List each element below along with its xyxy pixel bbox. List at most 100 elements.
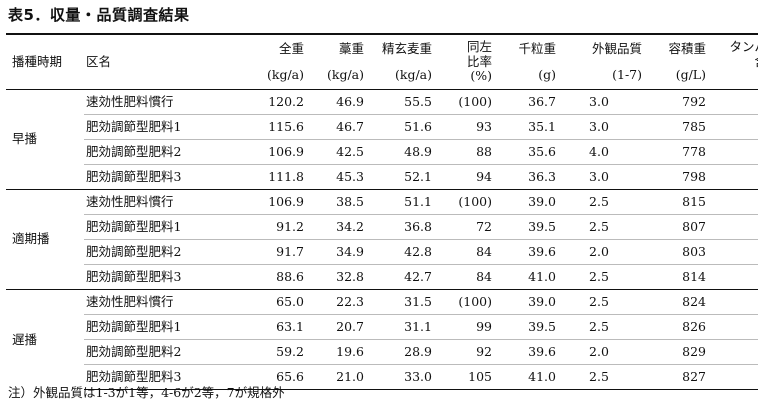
appearance-cell: 3.0 bbox=[556, 89, 642, 115]
plot-cell: 肥効調節型肥料2 bbox=[84, 239, 224, 265]
ratio-cell: 99 bbox=[432, 314, 492, 340]
yield-quality-table: 播種時期 区名 全重 (kg/a) 藁重 (kg/a) 精玄麦重 (kg/a) … bbox=[6, 33, 758, 390]
volume-cell: 827 bbox=[642, 364, 706, 390]
header-straw-unit: (kg/a) bbox=[327, 67, 364, 82]
protein-cell: 7.9 bbox=[706, 114, 758, 140]
header-volume: 容積重 (g/L) bbox=[642, 33, 706, 90]
header-total: 全重 (kg/a) bbox=[224, 33, 304, 90]
tkw-cell: 39.6 bbox=[492, 239, 556, 265]
protein-cell: 9.0 bbox=[706, 189, 758, 215]
header-grain-unit: (kg/a) bbox=[395, 67, 432, 82]
table-caption: 表5．収量・品質調査結果 bbox=[8, 6, 190, 24]
table-footnote: 注）外観品質は1-3が1等，4-6が2等，7が規格外 bbox=[8, 385, 285, 400]
appearance-cell: 4.0 bbox=[556, 139, 642, 165]
protein-cell: 8.7 bbox=[706, 339, 758, 365]
tkw-cell: 39.6 bbox=[492, 339, 556, 365]
header-protein-unit: (%) bbox=[706, 69, 758, 83]
tkw-cell: 36.3 bbox=[492, 164, 556, 190]
total-cell: 106.9 bbox=[224, 139, 304, 165]
protein-cell: 8.9 bbox=[706, 314, 758, 340]
header-row: 播種時期 区名 全重 (kg/a) 藁重 (kg/a) 精玄麦重 (kg/a) … bbox=[6, 33, 758, 90]
appearance-cell: 2.5 bbox=[556, 289, 642, 315]
volume-cell: 778 bbox=[642, 139, 706, 165]
tkw-cell: 39.5 bbox=[492, 214, 556, 240]
ratio-cell: 72 bbox=[432, 214, 492, 240]
protein-cell: 8.4 bbox=[706, 289, 758, 315]
plot-cell: 肥効調節型肥料1 bbox=[84, 214, 224, 240]
tkw-cell: 39.0 bbox=[492, 289, 556, 315]
straw-cell: 32.8 bbox=[304, 264, 364, 290]
volume-cell: 792 bbox=[642, 89, 706, 115]
volume-cell: 824 bbox=[642, 289, 706, 315]
straw-cell: 34.9 bbox=[304, 239, 364, 265]
tkw-cell: 41.0 bbox=[492, 264, 556, 290]
straw-cell: 46.7 bbox=[304, 114, 364, 140]
plot-cell: 速効性肥料慣行 bbox=[84, 289, 224, 315]
appearance-cell: 3.0 bbox=[556, 164, 642, 190]
header-volume-label: 容積重 bbox=[668, 40, 706, 56]
header-tkw-label: 千粒重 bbox=[518, 40, 556, 56]
header-grain-label: 精玄麦重 bbox=[381, 40, 432, 56]
plot-cell: 肥効調節型肥料3 bbox=[84, 264, 224, 290]
protein-cell: 8.9 bbox=[706, 139, 758, 165]
tkw-cell: 41.0 bbox=[492, 364, 556, 390]
straw-cell: 19.6 bbox=[304, 339, 364, 365]
protein-cell: 8.6 bbox=[706, 214, 758, 240]
plot-cell: 肥効調節型肥料3 bbox=[84, 364, 224, 390]
protein-cell: 8.4 bbox=[706, 264, 758, 290]
header-grain: 精玄麦重 (kg/a) bbox=[364, 33, 432, 90]
appearance-cell: 2.0 bbox=[556, 239, 642, 265]
total-cell: 65.0 bbox=[224, 289, 304, 315]
grain-cell: 42.8 bbox=[364, 239, 432, 265]
header-season: 播種時期 bbox=[6, 33, 84, 90]
tkw-cell: 35.1 bbox=[492, 114, 556, 140]
total-cell: 106.9 bbox=[224, 189, 304, 215]
grain-cell: 48.9 bbox=[364, 139, 432, 165]
plot-cell: 肥効調節型肥料1 bbox=[84, 114, 224, 140]
grain-cell: 51.1 bbox=[364, 189, 432, 215]
total-cell: 115.6 bbox=[224, 114, 304, 140]
header-straw-label: 藁重 bbox=[338, 40, 364, 56]
volume-cell: 814 bbox=[642, 264, 706, 290]
grain-cell: 33.0 bbox=[364, 364, 432, 390]
header-appearance-label: 外観品質 bbox=[591, 40, 642, 56]
ratio-cell: 105 bbox=[432, 364, 492, 390]
header-appearance-unit: (1-7) bbox=[612, 67, 642, 82]
grain-cell: 31.5 bbox=[364, 289, 432, 315]
plot-cell: 肥効調節型肥料2 bbox=[84, 139, 224, 165]
header-straw: 藁重 (kg/a) bbox=[304, 33, 364, 90]
header-total-unit: (kg/a) bbox=[267, 67, 304, 82]
header-protein: タンパク質 含有率 (%) bbox=[706, 33, 758, 90]
header-volume-unit: (g/L) bbox=[675, 67, 706, 82]
total-cell: 65.6 bbox=[224, 364, 304, 390]
total-cell: 91.7 bbox=[224, 239, 304, 265]
total-cell: 63.1 bbox=[224, 314, 304, 340]
straw-cell: 42.5 bbox=[304, 139, 364, 165]
header-plot: 区名 bbox=[84, 33, 224, 90]
grain-cell: 28.9 bbox=[364, 339, 432, 365]
tkw-cell: 39.5 bbox=[492, 314, 556, 340]
plot-cell: 肥効調節型肥料3 bbox=[84, 164, 224, 190]
protein-cell: 9.3 bbox=[706, 239, 758, 265]
ratio-cell: 93 bbox=[432, 114, 492, 140]
protein-cell: 9.3 bbox=[706, 89, 758, 115]
header-tkw-unit: (g) bbox=[538, 67, 556, 82]
header-tkw: 千粒重 (g) bbox=[492, 33, 556, 90]
header-ratio-line2: 比率 bbox=[466, 53, 492, 69]
plot-cell: 速効性肥料慣行 bbox=[84, 189, 224, 215]
volume-cell: 826 bbox=[642, 314, 706, 340]
protein-cell: 8.8 bbox=[706, 164, 758, 190]
tkw-cell: 39.0 bbox=[492, 189, 556, 215]
straw-cell: 46.9 bbox=[304, 89, 364, 115]
ratio-cell: 84 bbox=[432, 264, 492, 290]
header-protein-line2: 含有率 bbox=[706, 54, 758, 69]
ratio-cell: 88 bbox=[432, 139, 492, 165]
